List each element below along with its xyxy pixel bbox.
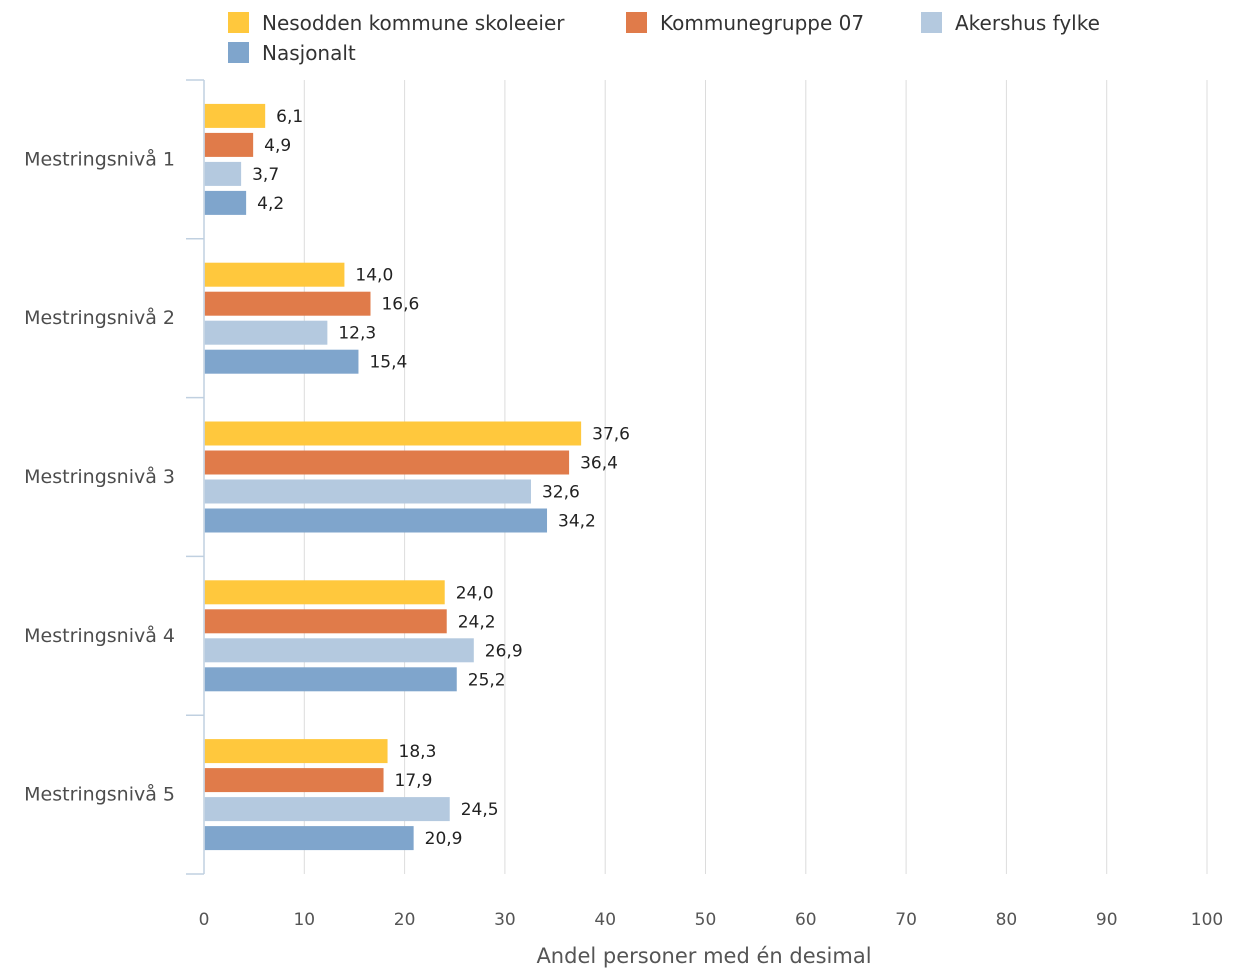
- bar[interactable]: [204, 103, 266, 128]
- bar[interactable]: [204, 826, 414, 851]
- x-tick-label: 30: [494, 910, 516, 930]
- bar[interactable]: [204, 667, 457, 692]
- x-tick-label: 80: [996, 910, 1018, 930]
- data-label: 26,9: [485, 641, 523, 661]
- bar[interactable]: [204, 580, 445, 605]
- bars: 6,1 4,9 3,7 4,2 14,0 16,612,3 15,4 37,6 36,432,6…: [204, 103, 630, 851]
- x-tick-label: 100: [1191, 910, 1223, 930]
- category-label: Mestringsnivå 4: [24, 624, 175, 647]
- bar[interactable]: [204, 161, 242, 186]
- bar[interactable]: [204, 638, 474, 663]
- bar[interactable]: [204, 739, 388, 764]
- data-label: 25,2: [468, 670, 506, 690]
- data-label: 34,2: [558, 512, 596, 532]
- data-label: 36,4: [580, 454, 618, 474]
- bar[interactable]: [204, 262, 345, 287]
- category-label: Mestringsnivå 5: [24, 783, 175, 806]
- bar[interactable]: [204, 320, 328, 345]
- data-label: 37,6: [592, 425, 630, 445]
- category-label: Mestringsnivå 2: [24, 306, 175, 329]
- x-tick-label: 90: [1096, 910, 1118, 930]
- bar[interactable]: [204, 132, 254, 157]
- legend-label-1[interactable]: Kommunegruppe 07: [660, 11, 864, 35]
- legend-swatch-3[interactable]: [228, 42, 249, 63]
- gridlines: [303, 80, 1208, 874]
- data-label: 4,2: [257, 194, 284, 214]
- bar[interactable]: [204, 768, 384, 793]
- bar[interactable]: [204, 450, 570, 475]
- bar[interactable]: [204, 609, 447, 634]
- legend-label-2[interactable]: Akershus fylke: [955, 11, 1100, 35]
- legend-swatch-1[interactable]: [626, 12, 647, 33]
- x-tick-label: 10: [293, 910, 315, 930]
- data-label: 20,9: [425, 829, 463, 849]
- category-label: Mestringsnivå 3: [24, 465, 175, 488]
- data-label: 15,4: [369, 353, 407, 373]
- data-label: 24,2: [458, 612, 496, 632]
- bar[interactable]: [204, 421, 582, 446]
- legend-label-0[interactable]: Nesodden kommune skoleeier: [262, 11, 565, 35]
- data-label: 16,6: [381, 295, 419, 315]
- x-tick-label: 50: [695, 910, 717, 930]
- x-tick-label: 0: [199, 910, 210, 930]
- axes: 0 10 20 30 40 50 60 70 80 90 100 Mestringsnivå 1 Mes…: [24, 79, 1223, 930]
- data-label: 32,6: [542, 483, 580, 503]
- data-label: 12,3: [338, 324, 376, 344]
- data-label: 4,9: [264, 136, 291, 156]
- data-label: 14,0: [355, 266, 393, 286]
- x-tick-label: 70: [895, 910, 917, 930]
- x-tick-label: 40: [594, 910, 616, 930]
- bar[interactable]: [204, 797, 450, 822]
- legend-swatch-0[interactable]: [228, 12, 249, 33]
- x-tick-label: 60: [795, 910, 817, 930]
- x-tick-label: 20: [394, 910, 416, 930]
- bar[interactable]: [204, 291, 371, 316]
- data-label: 24,0: [456, 583, 494, 603]
- category-label: Mestringsnivå 1: [24, 147, 175, 170]
- data-label: 3,7: [252, 165, 279, 185]
- legend-swatch-2[interactable]: [921, 12, 942, 33]
- data-label: 17,9: [395, 771, 433, 791]
- legend-label-3[interactable]: Nasjonalt: [262, 41, 356, 65]
- bar[interactable]: [204, 190, 247, 215]
- legend: Nesodden kommune skoleeier Kommunegruppe …: [228, 11, 1100, 65]
- x-axis-title: Andel personer med én desimal: [536, 944, 871, 968]
- data-label: 6,1: [276, 107, 303, 127]
- bar[interactable]: [204, 479, 531, 504]
- data-label: 24,5: [461, 800, 499, 820]
- data-label: 18,3: [399, 742, 437, 762]
- bar[interactable]: [204, 349, 359, 374]
- bar[interactable]: [204, 508, 548, 533]
